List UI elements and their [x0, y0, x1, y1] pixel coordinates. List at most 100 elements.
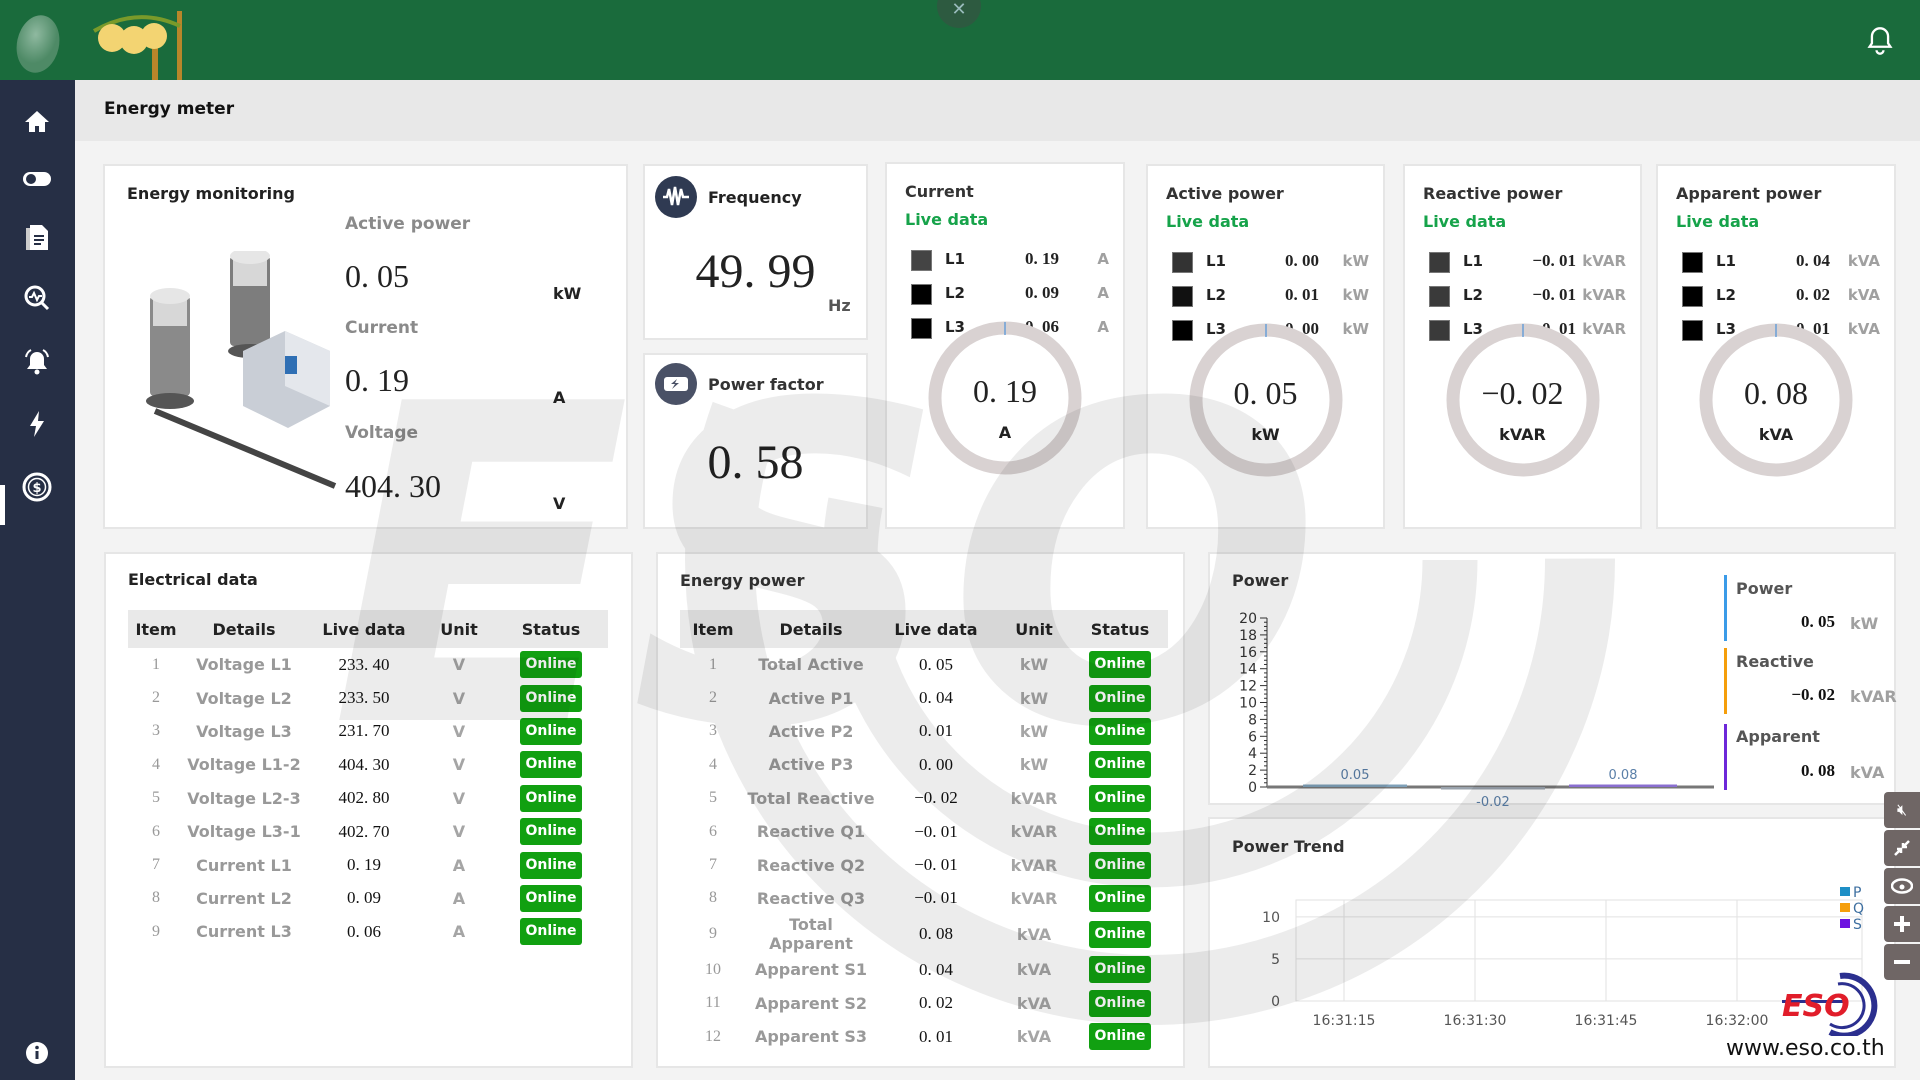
sidebar-item-alarm[interactable]	[18, 342, 56, 380]
table-row: 3 Voltage L3 231. 70 V Online	[128, 715, 608, 748]
sidebar-item-cost[interactable]: $	[18, 468, 56, 506]
status-cell: Online	[1072, 715, 1168, 748]
details-cell: Current L2	[196, 888, 292, 908]
status-badge[interactable]: Online	[520, 851, 582, 879]
live-data-cell: 233. 50	[338, 688, 390, 708]
column-header: Details	[184, 610, 304, 648]
status-badge[interactable]: Online	[1089, 784, 1151, 812]
table-row: 9 Current L3 0. 06 A Online	[128, 915, 608, 948]
details-cell: Apparent S1	[754, 960, 868, 980]
details-cell: Voltage L2-3	[187, 788, 301, 808]
status-badge[interactable]: Online	[1089, 751, 1151, 779]
color-swatch	[911, 250, 932, 271]
legend-item[interactable]: P	[1853, 885, 1861, 901]
status-badge[interactable]: Online	[520, 884, 582, 912]
sidebar: $	[0, 80, 75, 1080]
y-tick-label: 14	[1239, 662, 1257, 678]
phase-unit: kVA	[1847, 252, 1880, 270]
sidebar-item-home[interactable]	[18, 102, 56, 140]
card-title: Energy power	[680, 571, 805, 590]
item-cell: 6	[709, 822, 717, 840]
sidebar-item-toggle[interactable]	[18, 160, 56, 198]
unit-cell: A	[452, 922, 466, 942]
pump-illustration	[146, 251, 337, 489]
status-cell: Online	[494, 648, 608, 681]
unit-cell: kVA	[1016, 993, 1052, 1013]
live-data-label: Live data	[1423, 212, 1507, 231]
status-badge[interactable]: Online	[1089, 684, 1151, 712]
phase-label: L2	[1463, 286, 1483, 304]
zoom-out-button[interactable]	[1884, 944, 1920, 980]
status-badge[interactable]: Online	[1089, 956, 1151, 984]
status-badge[interactable]: Online	[520, 651, 582, 679]
mute-button[interactable]: 🔇︎	[1884, 792, 1920, 828]
legend-item[interactable]: S	[1853, 917, 1862, 933]
item-cell: 3	[709, 722, 717, 740]
legend-value: 0. 05	[1801, 612, 1835, 631]
status-badge[interactable]: Online	[520, 784, 582, 812]
phase-card-active-power: Active power Live data L1 0. 00 kW L2 0. 01 kW L…	[1146, 164, 1385, 529]
collapse-icon	[1894, 840, 1910, 856]
status-cell: Online	[494, 715, 608, 748]
gauge: 0. 08 kVA	[1696, 320, 1856, 480]
details-cell: Voltage L3	[196, 721, 292, 741]
sidebar-item-documents[interactable]	[18, 219, 56, 257]
collapse-button[interactable]	[1884, 830, 1920, 866]
legend-unit: kVAR	[1850, 687, 1897, 706]
table-row: 5 Total Reactive −0. 02 kVAR Online	[680, 782, 1168, 815]
legend-label: Reactive	[1736, 652, 1814, 671]
column-header: Item	[128, 610, 184, 648]
table-row: 12 Apparent S3 0. 01 kVA Online	[680, 1020, 1168, 1053]
column-header: Unit	[424, 610, 494, 648]
status-badge[interactable]: Online	[1089, 818, 1151, 846]
color-swatch	[1172, 252, 1193, 273]
status-badge[interactable]: Online	[1089, 884, 1151, 912]
sidebar-item-monitor[interactable]	[18, 279, 56, 317]
status-badge[interactable]: Online	[520, 684, 582, 712]
status-badge[interactable]: Online	[1089, 1023, 1151, 1051]
phase-row-l2: L2 0. 01 kW	[1170, 284, 1373, 308]
table-row: 5 Voltage L2-3 402. 80 V Online	[128, 782, 608, 815]
unit-cell: V	[452, 688, 466, 708]
legend-swatch	[1840, 887, 1850, 896]
status-cell: Online	[494, 882, 608, 915]
column-header: Item	[680, 610, 746, 648]
view-button[interactable]	[1884, 868, 1920, 904]
unit-cell: kVA	[1016, 924, 1052, 944]
electrical-data-table: Item Details Live data Unit Status 1 Voltage L…	[128, 610, 608, 949]
phase-unit: kVAR	[1582, 320, 1626, 338]
status-cell: Online	[1072, 1020, 1168, 1053]
table-row: 8 Current L2 0. 09 A Online	[128, 882, 608, 915]
bell-icon[interactable]	[1866, 26, 1894, 56]
zoom-in-button[interactable]	[1884, 906, 1920, 942]
status-badge[interactable]: Online	[520, 918, 582, 946]
top-bar: ✕	[0, 0, 1920, 80]
legend-item[interactable]: Q	[1853, 901, 1864, 917]
status-badge[interactable]: Online	[1089, 920, 1151, 948]
table-row: 11 Apparent S2 0. 02 kVA Online	[680, 987, 1168, 1020]
sidebar-item-info[interactable]	[18, 1034, 56, 1072]
status-badge[interactable]: Online	[520, 751, 582, 779]
live-data-cell: −0. 01	[914, 855, 958, 875]
status-badge[interactable]: Online	[1089, 851, 1151, 879]
phase-value: −0. 01	[1532, 251, 1576, 270]
status-cell: Online	[494, 848, 608, 881]
chart-title: Power	[1232, 571, 1289, 590]
phase-row-l2: L2 0. 02 kVA	[1680, 284, 1884, 308]
status-badge[interactable]: Online	[520, 818, 582, 846]
frequency-card: Frequency 49. 99 Hz	[643, 164, 868, 340]
status-badge[interactable]: Online	[520, 717, 582, 745]
close-button[interactable]: ✕	[937, 0, 981, 28]
status-badge[interactable]: Online	[1089, 717, 1151, 745]
phase-card-current: Current Live data L1 0. 19 A L2 0. 09 A L3 0. 06 A…	[885, 162, 1125, 529]
website-link[interactable]: www.eso.co.th	[1726, 1036, 1885, 1061]
sidebar-item-energy[interactable]	[18, 405, 56, 443]
current-label: Current	[345, 318, 419, 338]
item-cell: 3	[152, 722, 160, 740]
status-badge[interactable]: Online	[1089, 989, 1151, 1017]
power-factor-card: Power factor 0. 58	[643, 353, 868, 529]
phase-row-l1: L1 −0. 01 kVAR	[1427, 250, 1630, 274]
bar-S	[1569, 784, 1677, 787]
status-badge[interactable]: Online	[1089, 651, 1151, 679]
y-tick-label: 20	[1239, 611, 1257, 627]
